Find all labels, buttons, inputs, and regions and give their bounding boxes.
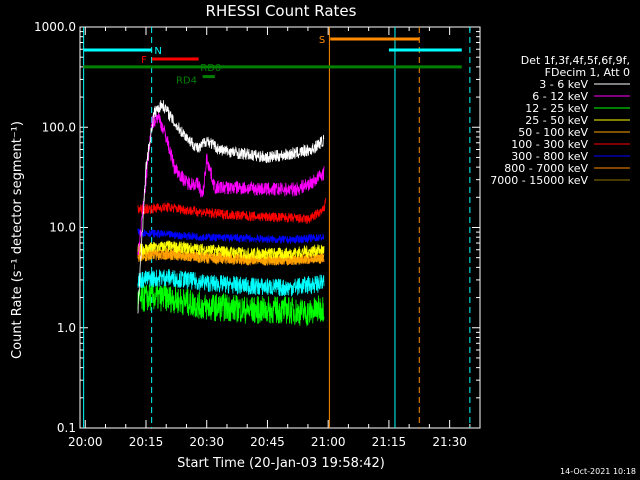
y-axis-label: Count Rate (s⁻¹ detector segment⁻¹) [10,121,25,359]
y-tick-label: 10.0 [49,221,76,235]
series-line [137,197,327,224]
footer-timestamp: 14-Oct-2021 10:18 [560,467,636,476]
legend-header: Det 1f,3f,4f,5f,6f,9f, [521,54,630,67]
plot-area: 20:00 20:15 20:30 20:45 21:00 21:15 21:30 0.1 1.… [34,20,481,449]
y-tick-label: 1000.0 [34,20,76,34]
flag-label: N [154,46,161,57]
series-line [137,268,325,297]
legend-header: FDecim 1, Att 0 [545,66,630,79]
x-tick-label: 20:45 [250,435,285,449]
x-tick-label: 21:30 [432,435,467,449]
legend-entry-label: 6 - 12 keV [532,90,588,103]
legend-entry-label: 100 - 300 keV [511,138,588,151]
flag-label: RD0 [200,63,221,74]
legend-entry-label: 7000 - 15000 keV [490,174,588,187]
legend-entry-label: 50 - 100 keV [518,126,588,139]
x-axis-label: Start Time (20-Jan-03 19:58:42) [177,456,385,471]
y-tick-label: 1.0 [57,321,76,335]
flag-label: F [141,55,147,66]
legend-entry-label: 12 - 25 keV [525,102,588,115]
y-tick-label: 100.0 [42,120,76,134]
x-tick-label: 21:15 [372,435,407,449]
series-line [137,100,325,314]
series-line [137,239,325,261]
x-tick-label: 20:30 [189,435,224,449]
series-line [137,228,325,245]
x-tick-label: 20:00 [68,435,103,449]
legend-entry-label: 300 - 800 keV [511,150,588,163]
legend-entry-label: 3 - 6 keV [539,78,588,91]
series-line [137,247,325,266]
flag-label: RD4 [176,75,197,86]
x-tick-label: 20:15 [129,435,164,449]
series-line [137,283,325,327]
x-tick-label: 21:00 [311,435,346,449]
legend-entry-label: 25 - 50 keV [525,114,588,127]
legend: Det 1f,3f,4f,5f,6f,9f,FDecim 1, Att 03 -… [490,54,630,187]
y-tick-label: 0.1 [57,421,76,435]
flag-label: S [319,35,325,46]
series-line [137,112,325,255]
chart-title: RHESSI Count Rates [206,2,357,20]
legend-entry-label: 800 - 7000 keV [504,162,588,175]
